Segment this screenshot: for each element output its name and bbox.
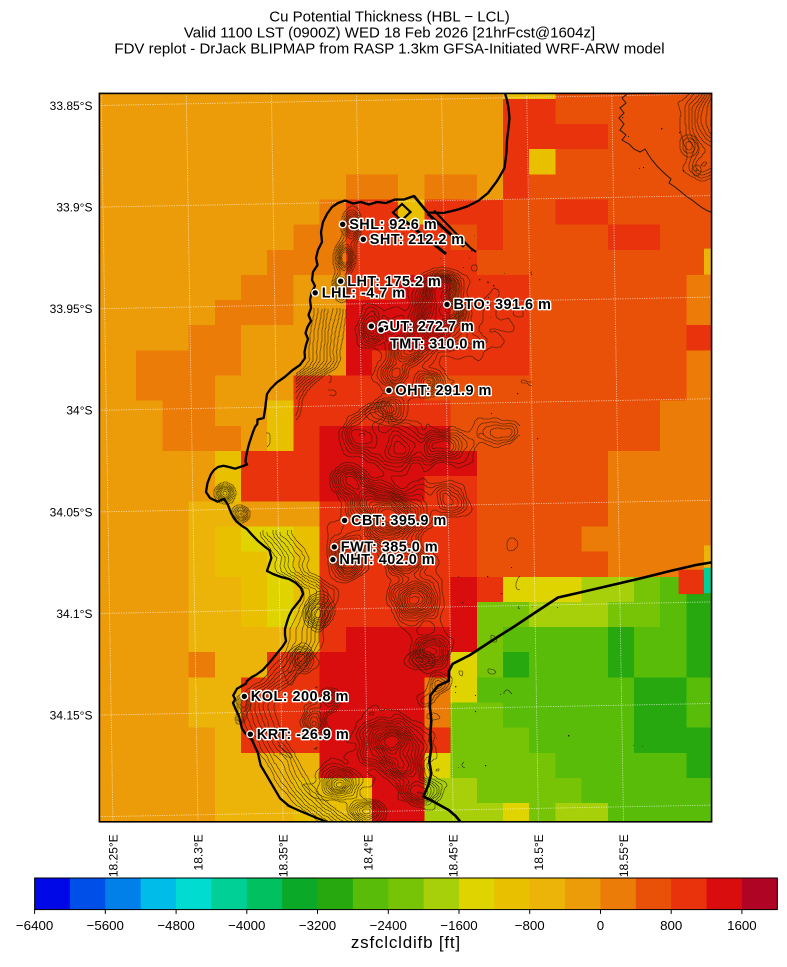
svg-text:−3200: −3200 bbox=[299, 918, 336, 933]
svg-text:34.05°S: 34.05°S bbox=[50, 505, 93, 519]
svg-text:KOL: 200.8 m: KOL: 200.8 m bbox=[251, 689, 349, 705]
svg-text:18.3°E: 18.3°E bbox=[191, 834, 205, 870]
svg-text:LHL: -4.7 m: LHL: -4.7 m bbox=[322, 285, 406, 301]
svg-text:33.9°S: 33.9°S bbox=[56, 201, 92, 215]
svg-text:NHT: 402.0 m: NHT: 402.0 m bbox=[339, 552, 435, 568]
svg-text:Valid 1100 LST (0900Z) WED 18: Valid 1100 LST (0900Z) WED 18 Feb 2026 [… bbox=[184, 25, 595, 42]
svg-text:18.5°E: 18.5°E bbox=[532, 834, 546, 870]
svg-text:SHT: 212.2 m: SHT: 212.2 m bbox=[370, 232, 465, 248]
svg-text:−4800: −4800 bbox=[157, 918, 194, 933]
svg-text:−2400: −2400 bbox=[370, 918, 407, 933]
svg-text:SHL: 92.6 m: SHL: 92.6 m bbox=[349, 217, 437, 233]
svg-text:34.1°S: 34.1°S bbox=[56, 607, 92, 621]
svg-text:34.15°S: 34.15°S bbox=[50, 709, 93, 723]
svg-text:1600: 1600 bbox=[727, 918, 757, 933]
svg-text:FWT: 385.0 m: FWT: 385.0 m bbox=[341, 540, 438, 556]
svg-text:FDV replot - DrJack BLIPMAP fr: FDV replot - DrJack BLIPMAP from RASP 1.… bbox=[114, 41, 664, 58]
svg-text:zsfclcldifb [ft]: zsfclcldifb [ft] bbox=[351, 933, 461, 952]
svg-text:0: 0 bbox=[597, 918, 604, 933]
svg-text:Cu Potential Thickness (HBL −: Cu Potential Thickness (HBL − LCL) bbox=[269, 9, 510, 26]
svg-text:BTO: 391.6 m: BTO: 391.6 m bbox=[454, 297, 552, 313]
svg-text:800: 800 bbox=[660, 918, 682, 933]
svg-text:LHT: 175.2 m: LHT: 175.2 m bbox=[347, 274, 441, 290]
svg-text:33.95°S: 33.95°S bbox=[50, 302, 93, 316]
svg-text:18.55°E: 18.55°E bbox=[617, 834, 631, 877]
svg-text:−1600: −1600 bbox=[440, 918, 477, 933]
svg-text:−5600: −5600 bbox=[87, 918, 124, 933]
svg-text:−4000: −4000 bbox=[228, 918, 265, 933]
svg-text:CBT: 395.9 m: CBT: 395.9 m bbox=[351, 513, 447, 529]
svg-text:34°S: 34°S bbox=[66, 404, 92, 418]
svg-text:18.25°E: 18.25°E bbox=[106, 834, 120, 877]
svg-text:KRT: -26.9 m: KRT: -26.9 m bbox=[257, 727, 349, 743]
svg-text:33.85°S: 33.85°S bbox=[50, 99, 93, 113]
svg-text:OHT: 291.9 m: OHT: 291.9 m bbox=[395, 383, 491, 399]
svg-text:18.4°E: 18.4°E bbox=[362, 834, 376, 870]
svg-text:18.35°E: 18.35°E bbox=[277, 834, 291, 877]
svg-text:−6400: −6400 bbox=[16, 918, 53, 933]
svg-text:18.45°E: 18.45°E bbox=[447, 834, 461, 877]
svg-text:TMT: 310.0 m: TMT: 310.0 m bbox=[390, 337, 486, 353]
svg-text:GUT: 272.7 m: GUT: 272.7 m bbox=[378, 319, 474, 335]
svg-text:−800: −800 bbox=[515, 918, 545, 933]
